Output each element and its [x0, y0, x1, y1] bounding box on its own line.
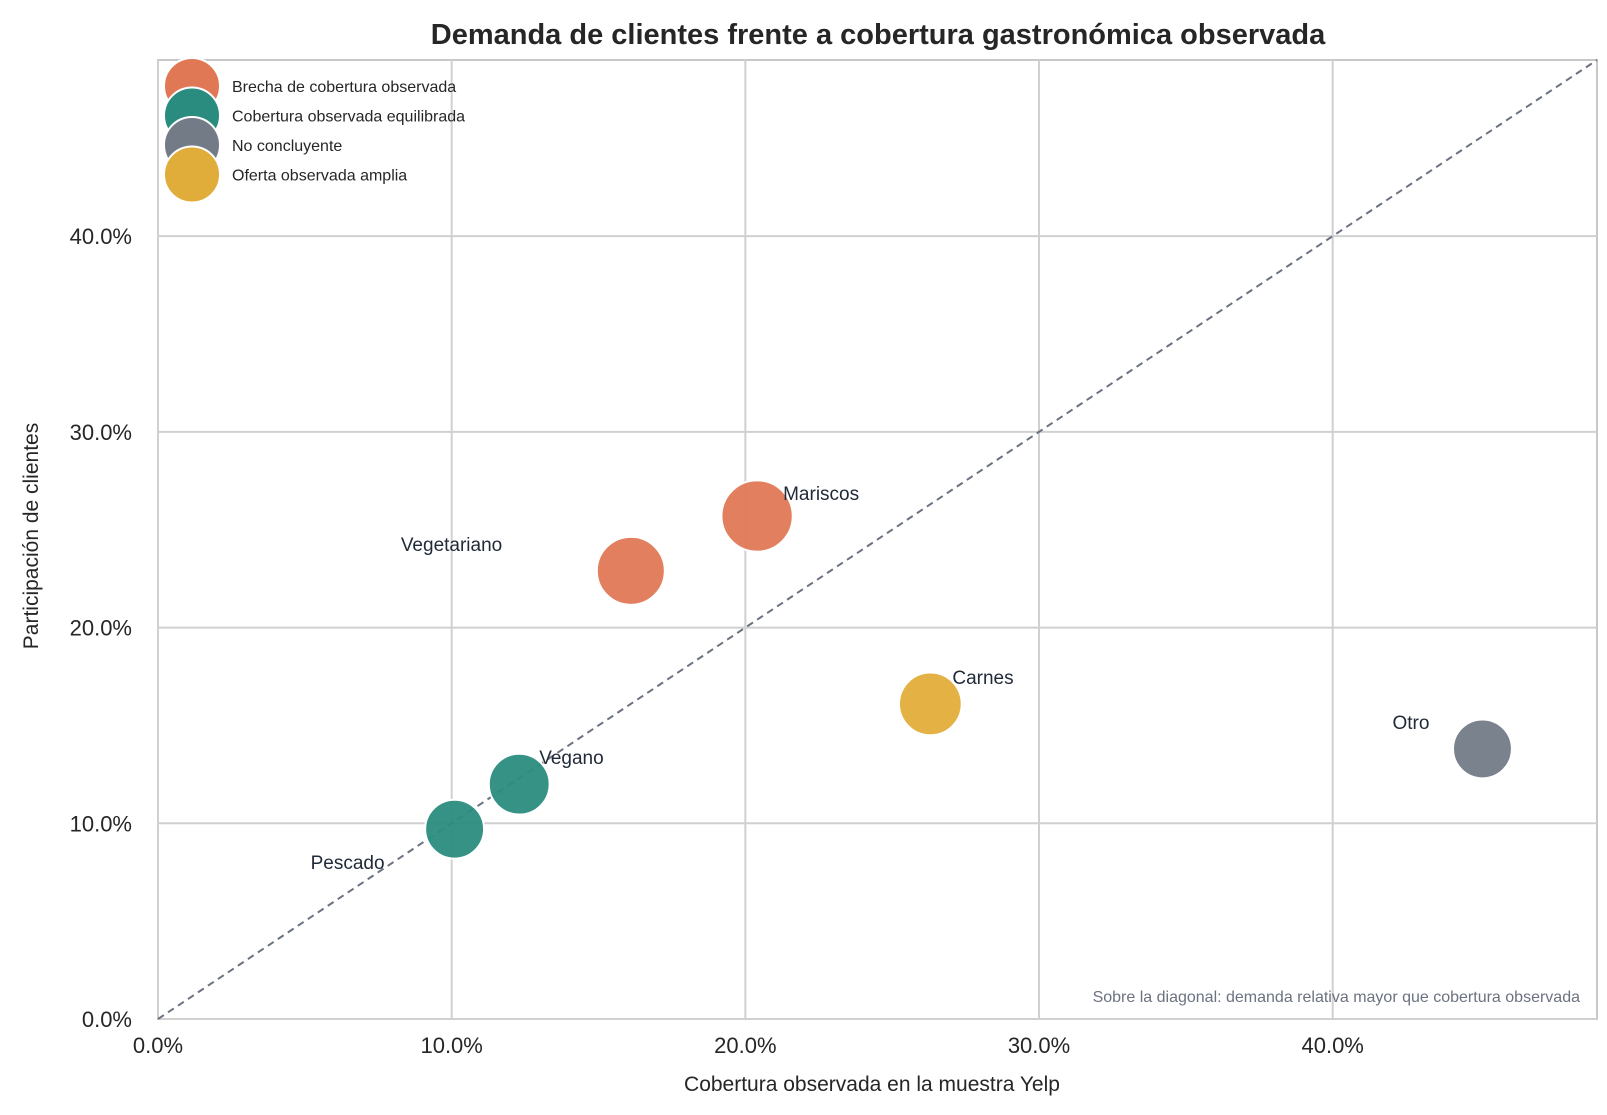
- data-point-vegano: [487, 752, 551, 816]
- data-points: [424, 479, 1513, 860]
- point-labels: Vegetariano Mariscos Carnes Otro Vegano Pesca…: [311, 484, 1430, 874]
- y-tick-labels: 0.0% 10.0% 20.0% 30.0% 40.0%: [70, 224, 132, 1032]
- legend-label: Brecha de cobertura observada: [232, 79, 456, 96]
- point-label-otro: Otro: [1392, 713, 1429, 734]
- data-point-mariscos: [720, 479, 794, 553]
- y-tick-label: 20.0%: [70, 616, 132, 641]
- chart-title: Demanda de clientes frente a cobertura g…: [431, 19, 1326, 51]
- legend-label: No concluyente: [232, 138, 342, 155]
- x-tick-label: 30.0%: [1008, 1033, 1070, 1058]
- legend-label: Cobertura observada equilibrada: [232, 109, 465, 126]
- x-axis-label: Cobertura observada en la muestra Yelp: [684, 1073, 1060, 1096]
- x-tick-labels: 0.0% 10.0% 20.0% 30.0% 40.0%: [133, 1033, 1364, 1058]
- y-axis-label: Participación de clientes: [20, 423, 43, 649]
- x-tick-label: 20.0%: [714, 1033, 776, 1058]
- y-tick-label: 30.0%: [70, 420, 132, 445]
- point-label-carnes: Carnes: [952, 668, 1013, 689]
- point-label-vegano: Vegano: [539, 748, 603, 769]
- grid-lines: [157, 60, 1597, 1020]
- x-tick-label: 0.0%: [133, 1033, 183, 1058]
- y-tick-label: 40.0%: [70, 224, 132, 249]
- point-label-pescado: Pescado: [311, 853, 385, 874]
- plot-area: Vegetariano Mariscos Carnes Otro Vegano Pesca…: [157, 59, 1598, 1020]
- data-point-vegetariano: [595, 535, 666, 606]
- data-point-carnes: [898, 671, 963, 737]
- data-point-otro: [1452, 718, 1513, 780]
- x-tick-label: 10.0%: [420, 1033, 482, 1058]
- y-tick-label: 0.0%: [82, 1007, 132, 1032]
- point-label-mariscos: Mariscos: [783, 484, 859, 505]
- diagonal-reference-line: [157, 59, 1598, 1020]
- diagonal-note: Sobre la diagonal: demanda relativa mayo…: [1093, 989, 1581, 1006]
- data-point-pescado: [424, 798, 486, 860]
- legend: Brecha de cobertura observada Cobertura o…: [163, 57, 465, 204]
- x-tick-label: 40.0%: [1301, 1033, 1363, 1058]
- legend-marker: [163, 145, 221, 204]
- legend-label: Oferta observada amplia: [232, 168, 407, 185]
- y-tick-label: 10.0%: [70, 811, 132, 836]
- point-label-vegetariano: Vegetariano: [401, 535, 502, 556]
